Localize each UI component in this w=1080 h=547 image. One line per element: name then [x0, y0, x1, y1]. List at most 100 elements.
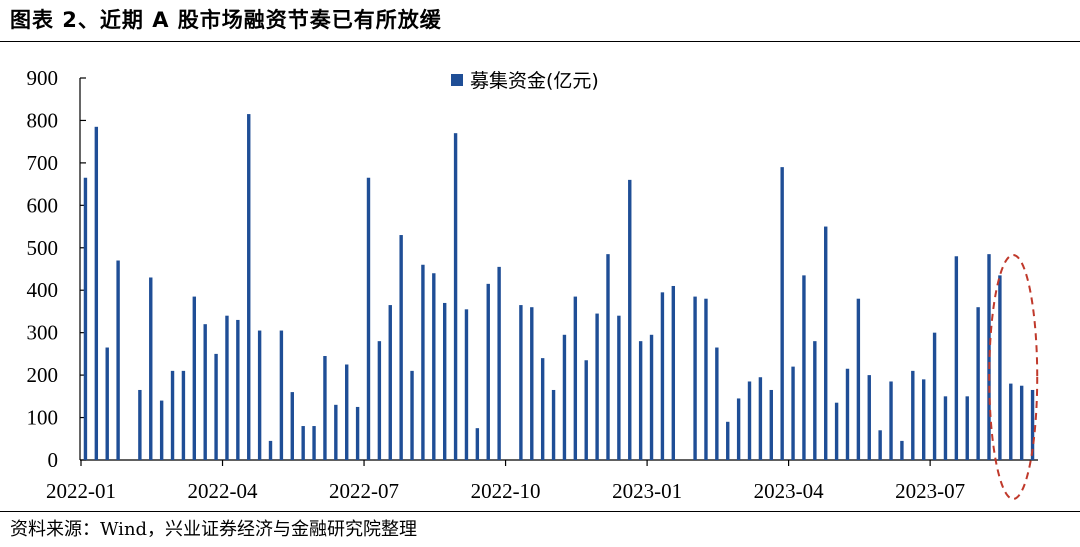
- data-bar: [268, 440, 273, 460]
- data-bar: [813, 341, 817, 460]
- data-bar: [345, 364, 349, 460]
- data-bar: [802, 275, 806, 460]
- data-bar: [932, 332, 937, 460]
- y-tick-label: 300: [27, 321, 59, 345]
- data-bar: [573, 296, 578, 460]
- data-bar: [475, 428, 480, 460]
- data-bar: [769, 389, 773, 460]
- y-tick-label: 700: [27, 151, 59, 175]
- highlight-ellipse: [988, 254, 1039, 500]
- data-bar: [976, 307, 980, 460]
- data-bar: [998, 275, 1002, 460]
- data-bar: [758, 377, 763, 460]
- x-tick-label: 2023-01: [612, 479, 682, 503]
- data-bar: [366, 177, 371, 460]
- data-bar: [551, 389, 556, 460]
- data-bar: [388, 305, 392, 460]
- data-bar: [334, 404, 338, 460]
- data-bar: [660, 292, 665, 460]
- y-tick-label: 500: [27, 236, 59, 260]
- data-bar: [540, 358, 545, 460]
- data-bar: [900, 440, 904, 460]
- data-bar: [225, 315, 229, 460]
- data-bar: [617, 315, 621, 460]
- data-bar: [1019, 385, 1024, 460]
- data-bar: [203, 324, 207, 460]
- data-bar: [214, 353, 218, 460]
- data-bar: [595, 313, 599, 460]
- data-bar: [159, 400, 164, 460]
- data-bar: [83, 177, 88, 460]
- data-bar: [105, 347, 109, 460]
- data-bar: [954, 256, 959, 460]
- data-bar: [149, 277, 153, 460]
- data-bar: [965, 396, 969, 460]
- y-tick-label: 800: [27, 108, 59, 132]
- source-divider: [0, 511, 1080, 512]
- data-bar: [704, 298, 708, 460]
- data-bar: [921, 379, 926, 460]
- data-bar: [323, 356, 327, 460]
- data-bar: [834, 402, 839, 460]
- data-bar: [824, 226, 828, 460]
- data-bar: [355, 406, 360, 460]
- y-tick-label: 600: [27, 193, 59, 217]
- data-bar: [867, 375, 871, 460]
- data-bar: [236, 319, 240, 460]
- data-bar: [301, 426, 305, 460]
- x-tick-label: 2022-01: [46, 479, 116, 503]
- data-bar: [780, 167, 784, 460]
- data-bar: [486, 283, 490, 460]
- data-bar: [693, 296, 697, 460]
- data-bar: [628, 179, 632, 460]
- legend-label: 募集资金(亿元): [470, 70, 599, 92]
- data-bar: [116, 260, 120, 460]
- data-bar: [649, 334, 654, 460]
- data-bar: [638, 341, 643, 460]
- data-bar: [943, 396, 948, 460]
- source-note: 资料来源：Wind，兴业证券经济与金融研究院整理: [10, 519, 418, 540]
- data-bar: [410, 370, 414, 460]
- data-bar: [290, 392, 294, 460]
- data-bar: [671, 285, 676, 460]
- data-bar: [432, 273, 436, 460]
- data-bar: [312, 426, 316, 460]
- data-bar: [530, 307, 534, 460]
- data-bar: [726, 421, 730, 460]
- data-bar: [192, 296, 197, 460]
- data-bar: [856, 298, 861, 460]
- data-bar: [181, 370, 186, 460]
- data-bar: [791, 366, 795, 460]
- y-tick-label: 100: [27, 406, 59, 430]
- data-bar: [911, 370, 915, 460]
- data-bar: [377, 341, 382, 460]
- data-bar: [606, 254, 610, 460]
- data-bar: [889, 381, 893, 460]
- legend-swatch: [451, 74, 463, 86]
- data-bar: [736, 398, 741, 460]
- data-bar: [562, 334, 567, 460]
- x-tick-label: 2022-07: [329, 479, 399, 503]
- data-bar: [138, 389, 142, 460]
- data-bar: [845, 368, 850, 460]
- data-bar: [747, 381, 752, 460]
- data-bar: [94, 126, 99, 461]
- x-tick-label: 2022-10: [471, 479, 541, 503]
- data-bar: [715, 347, 719, 460]
- data-bar: [399, 235, 403, 460]
- data-bar: [279, 330, 284, 460]
- data-bar: [170, 370, 175, 460]
- data-bar: [442, 302, 447, 460]
- x-tick-label: 2023-07: [895, 479, 965, 503]
- data-bar: [257, 330, 262, 460]
- y-tick-label: 400: [27, 278, 59, 302]
- data-bar: [497, 266, 501, 460]
- data-bar: [519, 305, 523, 460]
- data-bar: [1009, 383, 1013, 460]
- data-bar: [584, 360, 588, 460]
- y-tick-label: 900: [27, 66, 59, 90]
- chart-title: 图表 2、近期 A 股市场融资节奏已有所放缓: [10, 8, 442, 32]
- data-bar: [421, 264, 425, 460]
- data-bar: [464, 309, 469, 460]
